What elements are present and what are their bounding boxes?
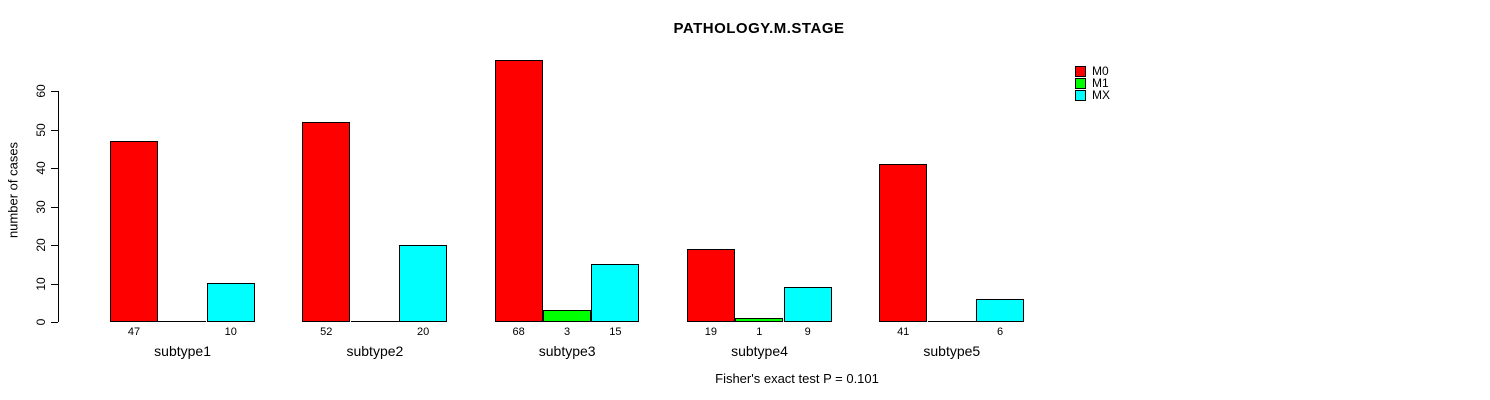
category-label-subtype1: subtype1 — [154, 343, 212, 359]
category-label-subtype3: subtype3 — [538, 343, 596, 359]
bar-M0-subtype5 — [879, 164, 928, 322]
bar-value-label: 41 — [897, 326, 910, 338]
y-tick-label: 0 — [34, 318, 48, 326]
y-tick — [51, 322, 58, 323]
category-label-subtype4: subtype4 — [731, 343, 788, 359]
bar-M1-subtype5 — [927, 321, 976, 322]
legend-row-M0: M0 — [1075, 65, 1110, 77]
y-tick-label: 20 — [34, 238, 48, 252]
bar-M1-subtype1 — [158, 321, 207, 322]
bar-MX-subtype4 — [783, 287, 832, 322]
legend-label-MX: MX — [1092, 88, 1110, 102]
y-tick — [51, 283, 58, 285]
bar-value-label: 6 — [996, 326, 1004, 338]
bar-MX-subtype1 — [206, 283, 255, 322]
bar-value-label: 10 — [224, 326, 237, 338]
bar-M0-subtype1 — [110, 141, 158, 322]
bar-MX-subtype3 — [591, 264, 640, 322]
y-axis-title: number of cases — [5, 141, 21, 239]
bar-M0-subtype2 — [302, 122, 351, 322]
bar-value-label: 52 — [320, 326, 333, 338]
bar-M1-subtype4 — [735, 318, 784, 322]
category-label-subtype5: subtype5 — [923, 343, 981, 359]
stat-test-annotation: Fisher's exact test P = 0.101 — [715, 371, 879, 386]
legend-label-M0: M0 — [1092, 64, 1109, 78]
legend-row-M1: M1 — [1075, 77, 1110, 89]
legend-swatch-M1 — [1075, 77, 1086, 89]
bar-MX-subtype5 — [976, 299, 1024, 322]
bar-M0-subtype4 — [686, 249, 735, 322]
y-tick-label: 50 — [34, 122, 48, 137]
y-tick — [51, 245, 58, 246]
legend-swatch-MX — [1075, 89, 1086, 101]
legend-swatch-M0 — [1075, 65, 1086, 77]
bar-value-label: 19 — [704, 326, 718, 338]
bar-value-label: 68 — [512, 326, 525, 338]
y-tick — [51, 91, 58, 92]
y-tick-label: 10 — [34, 276, 48, 291]
category-label-subtype2: subtype2 — [346, 343, 404, 359]
bar-value-label: 3 — [563, 326, 571, 338]
legend: M0 M1 MX — [1075, 65, 1110, 101]
y-tick-label: 60 — [34, 84, 48, 98]
bar-M1-subtype2 — [350, 321, 399, 322]
bar-MX-subtype2 — [399, 245, 448, 322]
bar-value-label: 1 — [756, 326, 763, 338]
y-tick-label: 40 — [34, 161, 48, 175]
y-tick — [51, 168, 58, 169]
y-tick-label: 30 — [34, 199, 48, 214]
bar-value-label: 15 — [609, 326, 622, 338]
y-tick — [51, 129, 58, 131]
legend-label-M1: M1 — [1092, 76, 1109, 90]
bar-value-label: 20 — [416, 326, 430, 338]
bar-M0-subtype3 — [494, 60, 543, 322]
y-axis-line — [58, 91, 59, 322]
bar-M1-subtype3 — [543, 310, 591, 322]
bar-value-label: 9 — [804, 326, 811, 338]
chart-title: PATHOLOGY.M.STAGE — [673, 20, 845, 37]
y-tick — [51, 206, 58, 208]
legend-row-MX: MX — [1075, 89, 1110, 101]
bar-value-label: 47 — [127, 326, 141, 338]
